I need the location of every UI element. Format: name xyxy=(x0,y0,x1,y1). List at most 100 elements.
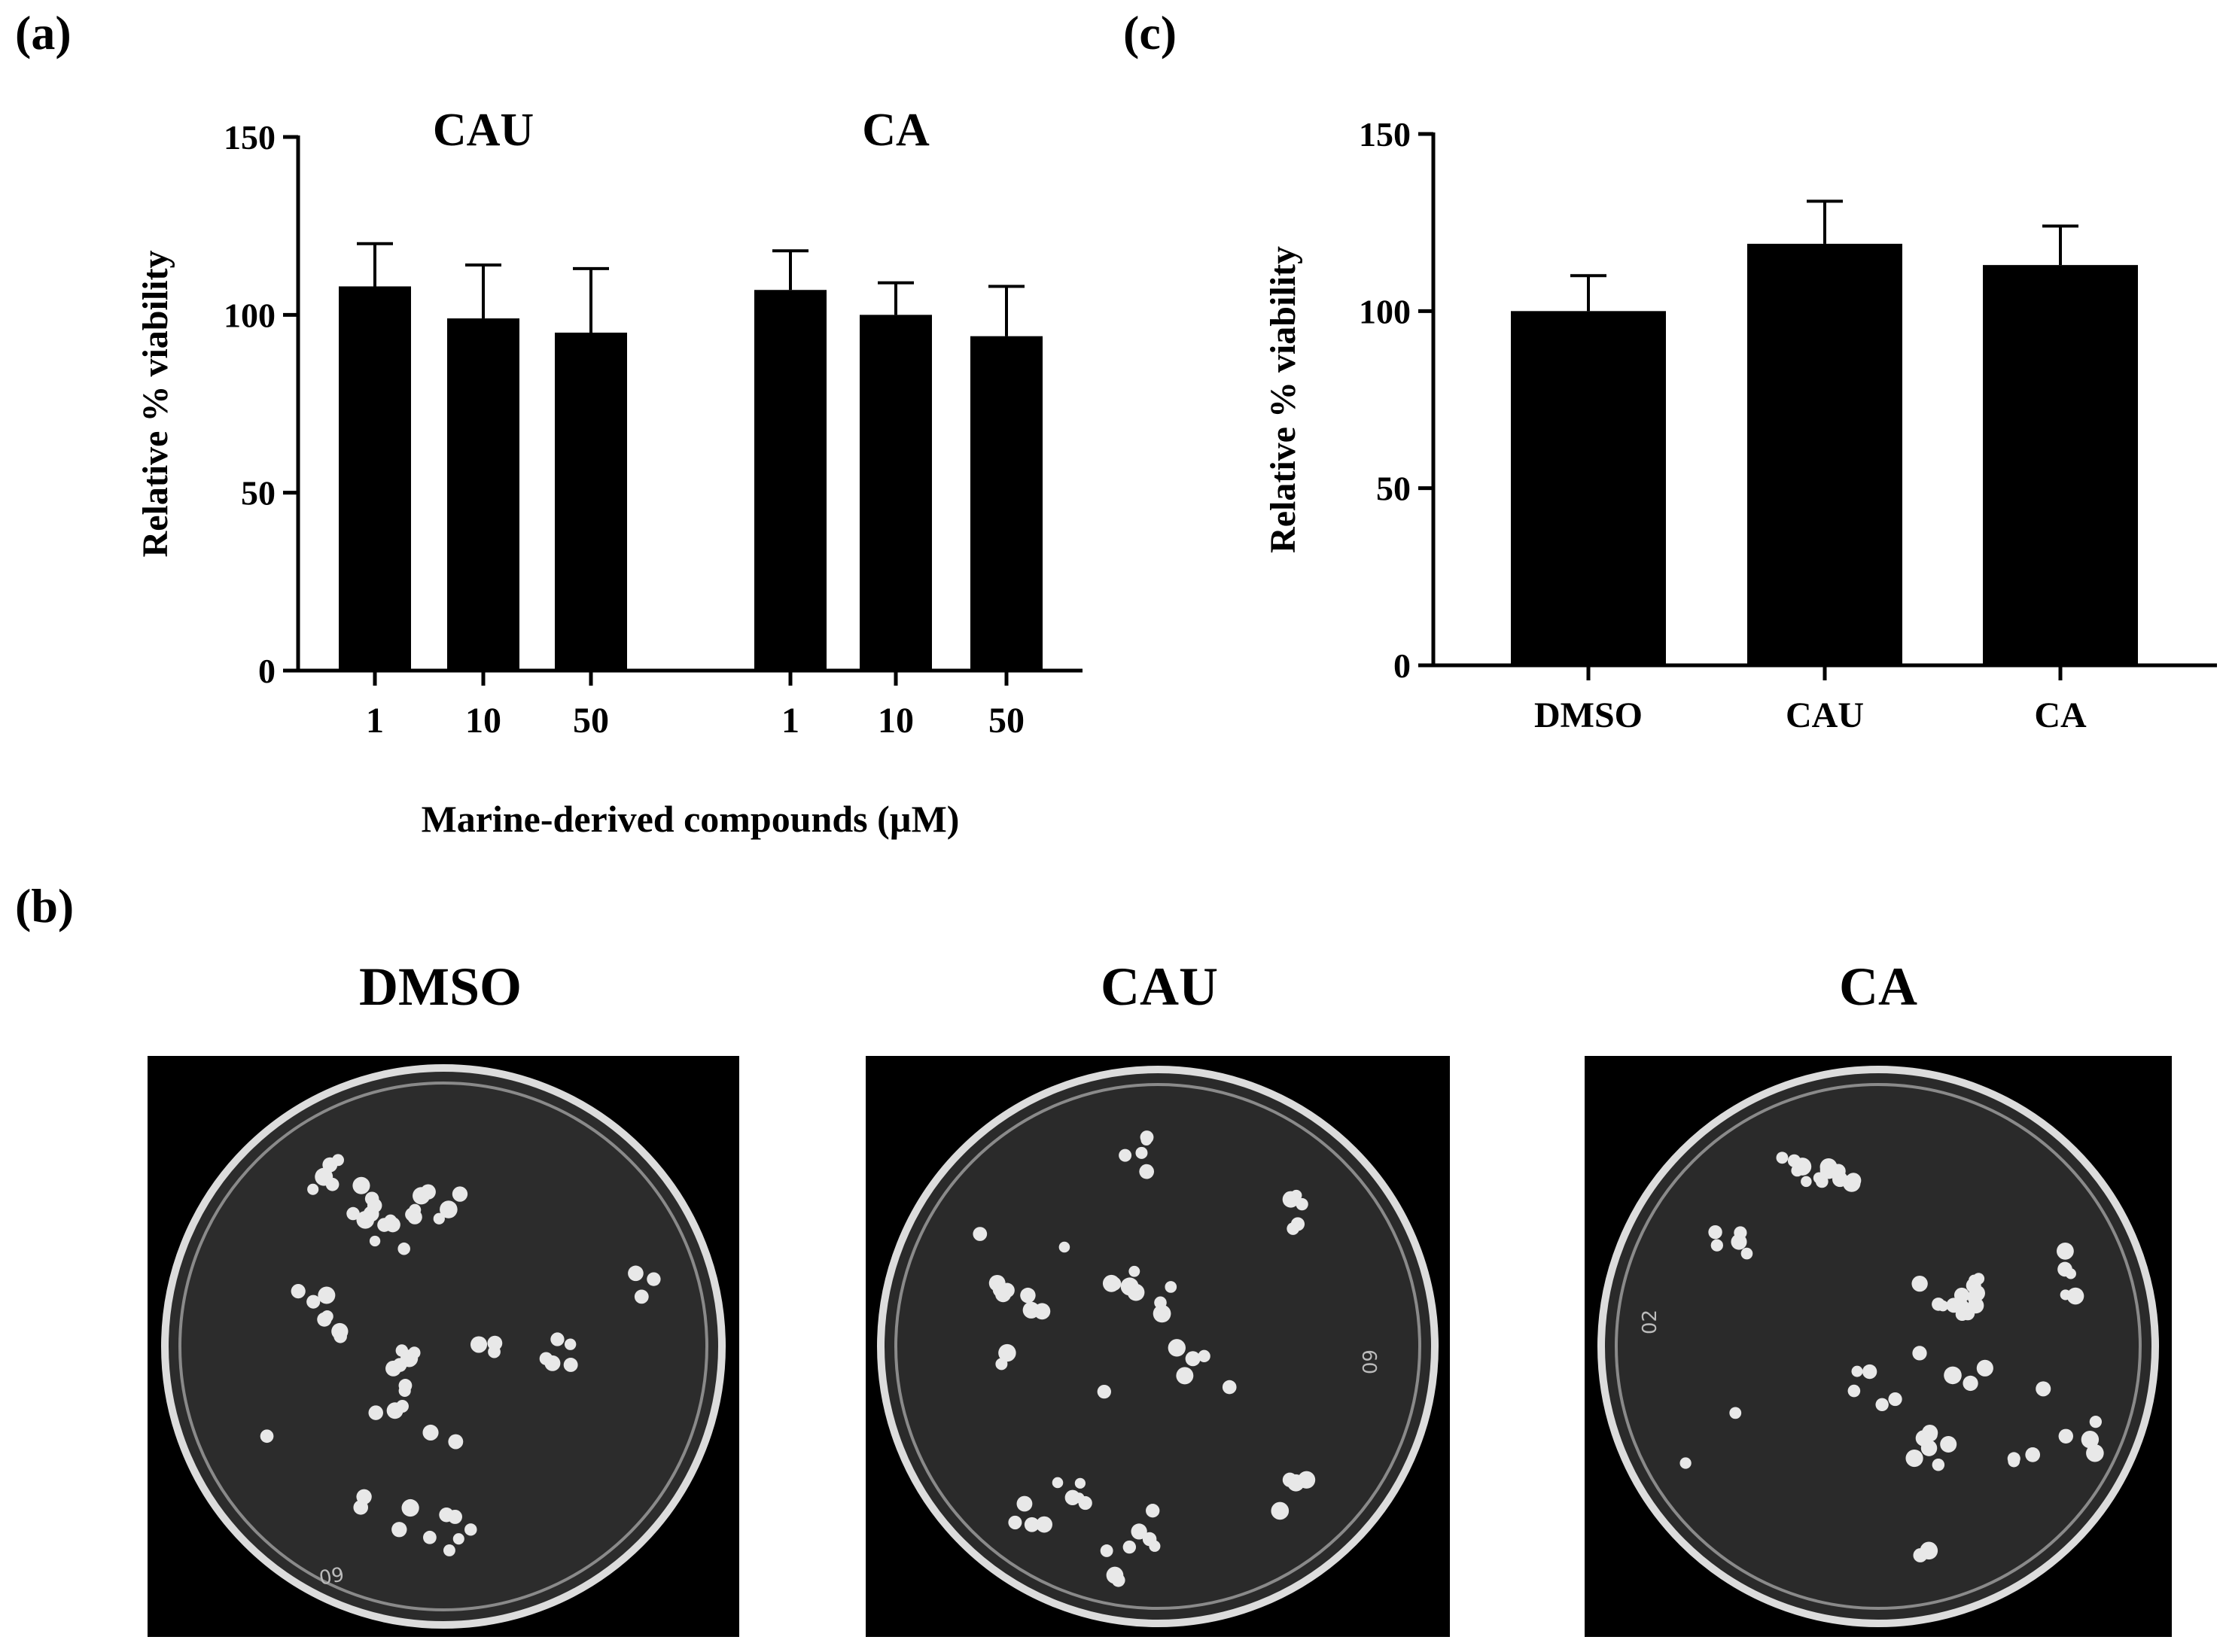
colony xyxy=(1097,1384,1111,1399)
colony xyxy=(1036,1516,1052,1533)
colony xyxy=(998,1343,1016,1362)
colony xyxy=(470,1336,488,1353)
x-tick-label: CAU xyxy=(1786,695,1864,735)
colony xyxy=(2086,1444,2104,1462)
y-tick-label: 150 xyxy=(224,118,276,157)
colony xyxy=(2057,1242,2074,1260)
colony xyxy=(1932,1459,1945,1471)
colony xyxy=(423,1530,437,1544)
colony xyxy=(2025,1447,2041,1462)
colony xyxy=(1944,1366,1962,1385)
colony xyxy=(1146,1504,1160,1518)
colony xyxy=(1024,1517,1040,1532)
colony xyxy=(1052,1477,1064,1489)
colony xyxy=(1843,1174,1861,1192)
colony xyxy=(2036,1381,2051,1397)
colony xyxy=(1851,1365,1863,1377)
colony xyxy=(1078,1495,1092,1511)
colony xyxy=(647,1272,661,1286)
colony xyxy=(1102,1274,1120,1292)
colony xyxy=(1020,1287,1036,1304)
colony xyxy=(352,1176,370,1194)
x-tick-label: 1 xyxy=(366,701,384,741)
colony xyxy=(443,1544,455,1556)
colony xyxy=(1135,1146,1148,1159)
y-tick-label: 0 xyxy=(258,652,276,690)
plate-photo-cau: 60 xyxy=(866,1056,1450,1637)
colony xyxy=(1296,1197,1308,1211)
colony xyxy=(1111,1573,1125,1587)
colony xyxy=(1776,1152,1789,1164)
bar xyxy=(860,315,932,671)
colony xyxy=(346,1206,360,1221)
colony xyxy=(1819,1158,1838,1176)
plate-photo-dmso: 60 xyxy=(148,1056,739,1637)
colony xyxy=(1969,1285,1985,1302)
colony xyxy=(397,1242,410,1255)
colony xyxy=(333,1330,347,1343)
colony xyxy=(321,1310,333,1323)
colony xyxy=(1946,1298,1962,1313)
x-tick-label: 10 xyxy=(465,701,501,741)
petri-dish-dmso: 60 xyxy=(161,1064,726,1629)
colony xyxy=(318,1286,336,1304)
colony xyxy=(1008,1515,1022,1529)
panel-label-c: (c) xyxy=(1123,6,1177,59)
petri-dish-ca: 02 xyxy=(1597,1066,2159,1627)
x-tick-label: 10 xyxy=(878,701,914,741)
group-title: CA xyxy=(862,105,930,156)
colony xyxy=(1913,1548,1928,1562)
bar xyxy=(555,332,627,671)
colony xyxy=(1058,1241,1070,1253)
bar-charts: 0 50 100 150 Relative % viability 1 10 50 1 10 50 C… xyxy=(136,105,2217,840)
colony xyxy=(1140,1130,1154,1144)
bar xyxy=(1983,265,2138,665)
plate-photo-ca: 02 xyxy=(1585,1056,2172,1637)
colony xyxy=(1787,1154,1801,1167)
colony xyxy=(1176,1367,1194,1385)
y-tick-label: 100 xyxy=(1359,292,1411,330)
panel-label-b: (b) xyxy=(15,879,75,932)
colony xyxy=(391,1522,407,1538)
colony xyxy=(1287,1222,1299,1235)
colony xyxy=(1131,1523,1147,1540)
colony xyxy=(377,1218,391,1232)
colony xyxy=(1740,1247,1753,1260)
colony xyxy=(1963,1375,1978,1392)
x-tick-label: DMSO xyxy=(1534,695,1643,735)
colony xyxy=(1911,1275,1928,1292)
colony xyxy=(1729,1407,1742,1419)
colony xyxy=(544,1355,561,1371)
colony xyxy=(315,1167,333,1186)
colony xyxy=(291,1284,306,1299)
colony xyxy=(973,1227,988,1241)
colony xyxy=(353,1500,368,1515)
colony xyxy=(1815,1175,1829,1188)
colony xyxy=(385,1360,401,1377)
colony xyxy=(1168,1339,1186,1357)
colony xyxy=(1862,1364,1877,1380)
colony xyxy=(634,1289,649,1304)
x-tick-label: CA xyxy=(2034,695,2087,735)
colony xyxy=(369,1235,381,1247)
colony xyxy=(1271,1501,1290,1520)
petri-dish-cau: 60 xyxy=(877,1066,1439,1627)
colony xyxy=(1915,1430,1932,1447)
colony xyxy=(439,1507,454,1523)
colony xyxy=(433,1212,445,1225)
x-axis-label: Marine-derived compounds (µM) xyxy=(422,798,960,840)
colony xyxy=(1710,1239,1723,1252)
plate-mark-dmso: 60 xyxy=(317,1561,346,1587)
colony xyxy=(1185,1351,1201,1367)
colony xyxy=(1149,1540,1161,1552)
colony xyxy=(1969,1274,1980,1286)
colony xyxy=(413,1187,431,1205)
colony xyxy=(398,1384,411,1398)
colony xyxy=(395,1344,409,1357)
bar xyxy=(1747,243,1902,665)
plate-title-cau: CAU xyxy=(1101,957,1218,1017)
colony xyxy=(440,1200,458,1218)
colony xyxy=(1888,1392,1902,1407)
colony xyxy=(1953,1287,1970,1303)
colony xyxy=(1074,1477,1086,1489)
